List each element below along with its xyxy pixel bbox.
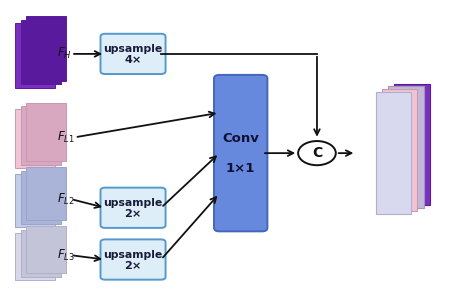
FancyBboxPatch shape	[100, 239, 166, 280]
FancyBboxPatch shape	[15, 233, 55, 280]
FancyBboxPatch shape	[100, 34, 166, 74]
FancyBboxPatch shape	[21, 171, 61, 224]
FancyBboxPatch shape	[21, 230, 61, 277]
Text: Conv: Conv	[222, 132, 259, 145]
Text: upsample: upsample	[104, 198, 162, 208]
FancyBboxPatch shape	[26, 167, 66, 220]
Text: 1×1: 1×1	[226, 162, 256, 175]
Text: upsample: upsample	[104, 44, 162, 54]
Text: 4×: 4×	[124, 55, 142, 65]
FancyBboxPatch shape	[394, 84, 430, 205]
FancyBboxPatch shape	[214, 75, 267, 231]
Text: $F_{L1}$: $F_{L1}$	[57, 130, 75, 145]
FancyBboxPatch shape	[21, 106, 61, 165]
Text: 2×: 2×	[124, 261, 142, 271]
FancyBboxPatch shape	[15, 23, 55, 88]
Text: $F_{L2}$: $F_{L2}$	[57, 192, 75, 207]
FancyBboxPatch shape	[15, 174, 55, 227]
Text: C: C	[312, 146, 322, 160]
FancyBboxPatch shape	[15, 110, 55, 168]
FancyBboxPatch shape	[382, 89, 417, 211]
FancyBboxPatch shape	[26, 16, 66, 81]
FancyBboxPatch shape	[21, 20, 61, 84]
Text: $F_H$: $F_H$	[57, 46, 72, 62]
FancyBboxPatch shape	[388, 86, 423, 208]
FancyBboxPatch shape	[375, 92, 411, 214]
Text: upsample: upsample	[104, 250, 162, 260]
FancyBboxPatch shape	[100, 188, 166, 228]
Text: 2×: 2×	[124, 209, 142, 219]
FancyBboxPatch shape	[26, 226, 66, 273]
FancyBboxPatch shape	[26, 103, 66, 161]
Circle shape	[298, 141, 336, 165]
Text: $F_{L3}$: $F_{L3}$	[57, 248, 75, 263]
